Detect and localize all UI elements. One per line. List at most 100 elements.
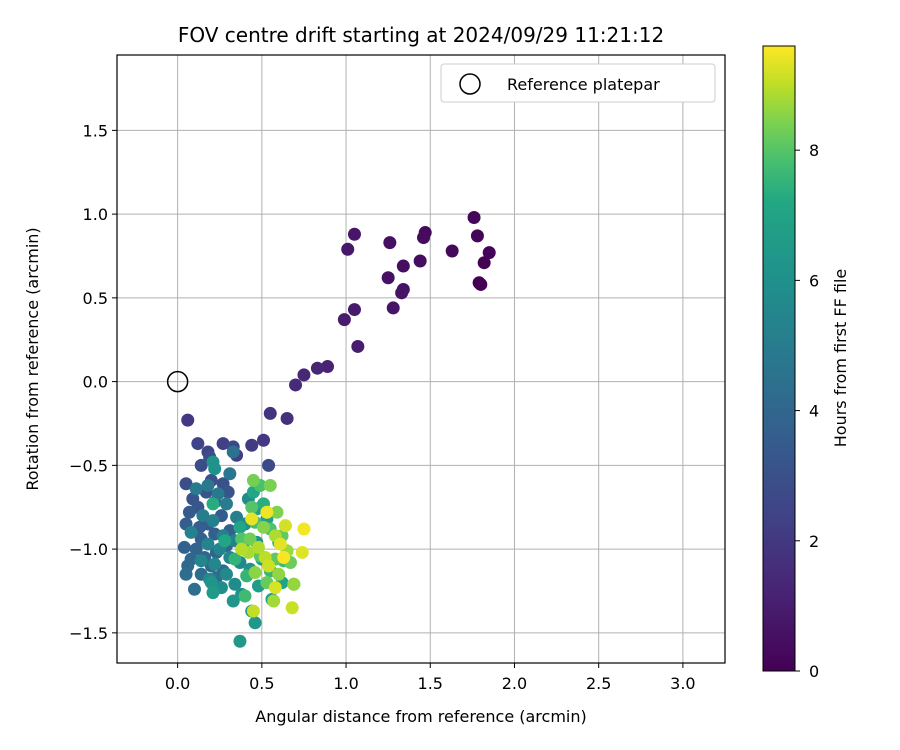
data-point <box>277 550 291 564</box>
y-tick-label: 1.5 <box>83 121 108 140</box>
data-point <box>347 303 361 317</box>
y-axis-label: Rotation from reference (arcmin) <box>23 227 42 490</box>
grid <box>117 55 725 663</box>
x-tick-label: 2.5 <box>586 674 611 693</box>
data-point <box>233 520 247 534</box>
plot-frame <box>116 54 726 664</box>
data-point <box>477 256 491 270</box>
data-point <box>182 505 196 519</box>
data-point <box>260 505 274 519</box>
data-point <box>206 586 220 600</box>
colorbar-tick-label: 4 <box>809 402 819 421</box>
data-point <box>235 542 249 556</box>
y-tick-label: 0.5 <box>83 289 108 308</box>
data-point <box>194 554 208 568</box>
data-point <box>238 589 252 603</box>
data-point <box>226 445 240 459</box>
data-point <box>295 545 309 559</box>
data-point <box>223 467 237 481</box>
data-point <box>262 458 276 472</box>
data-point <box>474 277 488 291</box>
data-point <box>189 482 203 496</box>
legend-box <box>440 63 716 103</box>
data-point <box>263 478 277 492</box>
reference-marker <box>166 370 189 393</box>
data-points <box>177 210 496 648</box>
data-point <box>245 500 259 514</box>
data-point <box>245 512 259 526</box>
data-point <box>262 559 276 573</box>
x-tick-label: 0.5 <box>249 674 274 693</box>
data-point <box>347 227 361 241</box>
y-axis-ticks: −1.5 −1.0 −0.5 0.0 0.5 1.0 1.5 <box>69 121 117 643</box>
data-point <box>248 616 262 630</box>
data-point <box>321 360 335 374</box>
x-tick-label: 1.0 <box>333 674 358 693</box>
data-point <box>211 487 225 501</box>
y-tick-label: −1.0 <box>69 540 108 559</box>
data-point <box>246 604 260 618</box>
y-tick-label: −0.5 <box>69 456 108 475</box>
data-point <box>396 259 410 273</box>
data-point <box>395 286 409 300</box>
data-point <box>413 254 427 268</box>
x-axis-ticks: 0.0 0.5 1.0 1.5 2.0 2.5 3.0 <box>165 663 696 693</box>
data-point <box>216 437 230 451</box>
data-point <box>351 339 365 353</box>
data-point <box>482 246 496 260</box>
data-point <box>381 271 395 285</box>
legend-entry: Reference platepar <box>507 75 660 94</box>
data-point <box>417 231 431 245</box>
data-point <box>337 313 351 327</box>
data-point <box>196 509 210 523</box>
data-point <box>233 634 247 648</box>
data-point <box>179 567 193 581</box>
legend: Reference platepar <box>440 63 716 103</box>
data-point <box>289 378 303 392</box>
legend-marker-icon <box>459 73 481 95</box>
data-point <box>245 438 259 452</box>
data-point <box>268 581 282 595</box>
colorbar: 0 2 4 6 8 Hours from first FF file <box>762 45 850 681</box>
data-point <box>341 242 355 256</box>
y-tick-label: 1.0 <box>83 205 108 224</box>
colorbar-tick-label: 8 <box>809 141 819 160</box>
data-point <box>278 519 292 533</box>
data-point <box>189 542 203 556</box>
data-point <box>257 433 271 447</box>
x-tick-label: 3.0 <box>670 674 695 693</box>
data-point <box>218 534 232 548</box>
data-point <box>267 594 281 608</box>
data-point <box>248 566 262 580</box>
x-tick-label: 2.0 <box>502 674 527 693</box>
data-point <box>270 505 284 519</box>
data-point <box>280 411 294 425</box>
colorbar-tick-label: 2 <box>809 532 819 551</box>
data-point <box>187 582 201 596</box>
data-point <box>287 577 301 591</box>
colorbar-label: Hours from first FF file <box>831 269 850 448</box>
data-point <box>181 413 195 427</box>
colorbar-tick-label: 0 <box>809 662 819 681</box>
data-point <box>177 540 191 554</box>
data-point <box>194 458 208 472</box>
data-point <box>263 406 277 420</box>
chart-title: FOV centre drift starting at 2024/09/29 … <box>178 23 664 47</box>
data-point <box>386 301 400 315</box>
data-point <box>228 552 242 566</box>
data-point <box>206 455 220 469</box>
data-point <box>208 557 222 571</box>
data-point <box>221 485 235 499</box>
data-point <box>251 540 265 554</box>
data-point <box>272 567 286 581</box>
data-point <box>201 478 215 492</box>
x-axis-label: Angular distance from reference (arcmin) <box>255 707 586 726</box>
x-tick-label: 0.0 <box>165 674 190 693</box>
colorbar-tick-label: 6 <box>809 271 819 290</box>
data-point <box>383 236 397 250</box>
data-point <box>273 537 287 551</box>
data-point <box>191 437 205 451</box>
x-tick-label: 1.5 <box>418 674 443 693</box>
data-point <box>243 532 257 546</box>
